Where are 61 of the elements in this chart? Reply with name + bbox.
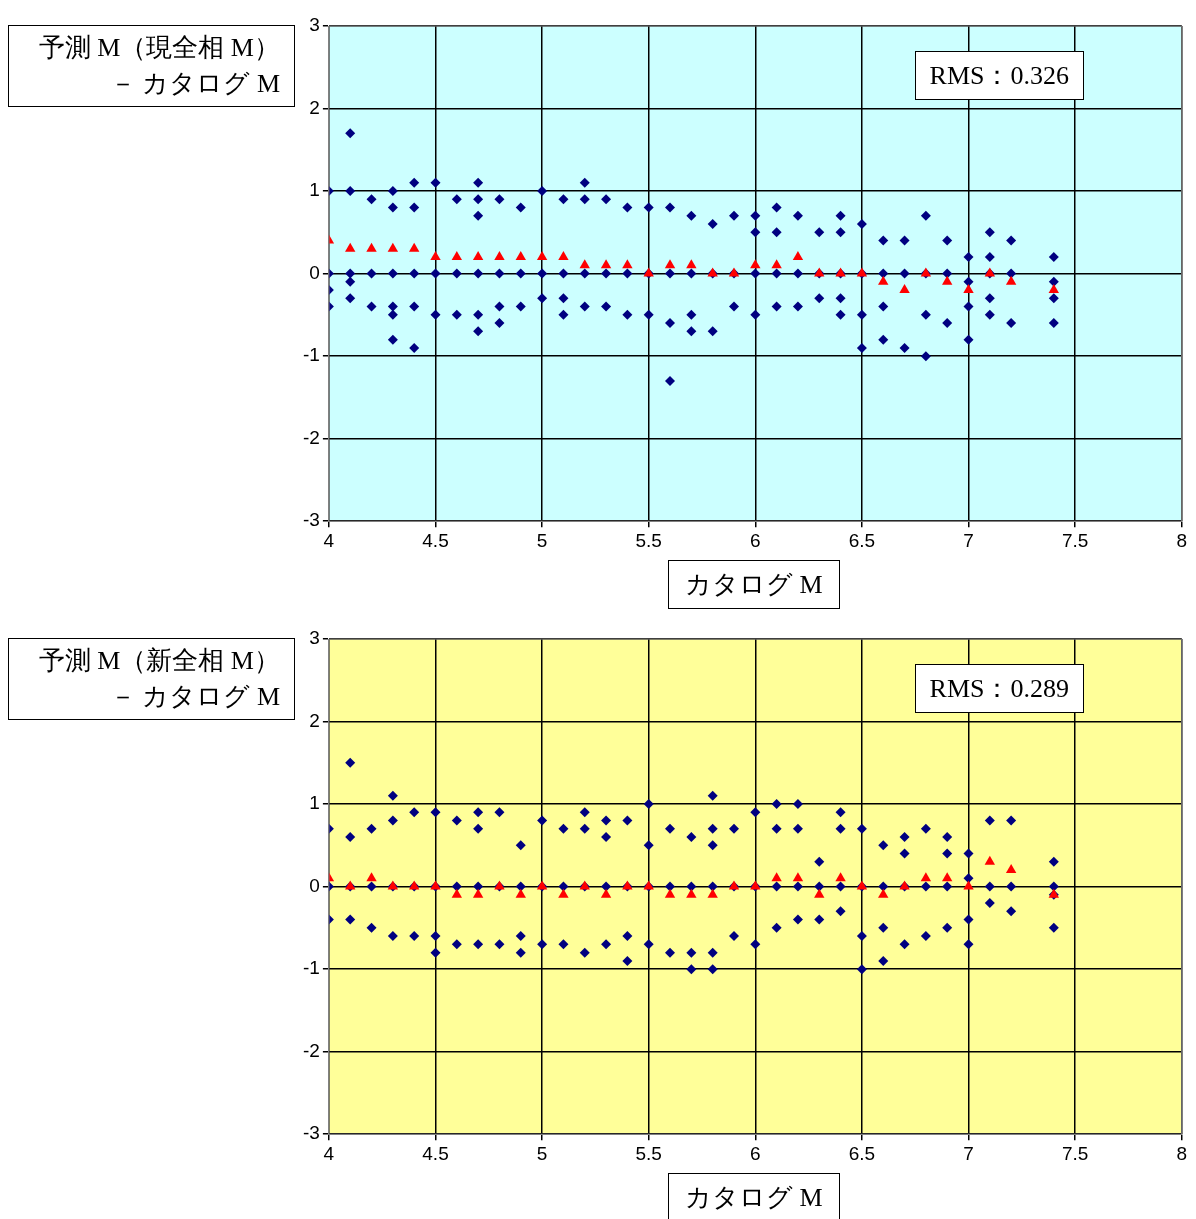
annotation: RMS：0.326	[914, 51, 1084, 100]
point	[515, 251, 526, 261]
y-tick-label: 0	[309, 874, 320, 896]
x-tick-label: 7	[963, 529, 974, 551]
x-tick-label: 7.5	[1061, 1142, 1089, 1164]
y-tick-label: -3	[302, 509, 320, 531]
point	[664, 259, 676, 269]
x-tick-label: 6.5	[848, 529, 876, 551]
x-tick-label: 8	[1176, 529, 1188, 551]
point	[941, 275, 953, 285]
x-axis-title: カタログ M	[668, 1173, 840, 1219]
y-axis-title: 予測 M（現全相 M）－ カタログ M	[8, 25, 295, 107]
x-tick-label: 4.5	[422, 1142, 449, 1164]
x-tick-label: 6.5	[848, 1142, 876, 1164]
y-tick-label: 3	[309, 14, 320, 36]
point	[1005, 275, 1017, 285]
point	[750, 259, 761, 269]
x-tick-label: 5	[536, 529, 548, 551]
y-axis-title: 予測 M（新全相 M）－ カタログ M	[8, 638, 295, 720]
y-tick-label: 3	[309, 627, 320, 649]
point	[792, 251, 804, 261]
point	[536, 251, 548, 261]
x-tick-label: 4	[323, 1142, 335, 1164]
x-axis-title: カタログ M	[668, 560, 840, 609]
x-tick-label: 4.5	[422, 529, 449, 551]
point	[408, 242, 420, 252]
y-tick-label: -2	[302, 426, 320, 448]
x-tick-label: 5.5	[635, 1142, 662, 1164]
point	[494, 251, 505, 261]
point	[579, 259, 590, 269]
y-tick-label: 1	[309, 792, 320, 814]
point	[558, 251, 569, 261]
point	[345, 242, 356, 252]
x-tick-label: 4	[323, 529, 335, 551]
y-tick-label: 1	[309, 179, 320, 201]
y-tick-label: 0	[309, 261, 320, 283]
x-tick-label: 7.5	[1061, 529, 1089, 551]
y-tick-label: -1	[302, 957, 320, 979]
point	[472, 251, 484, 261]
point	[771, 259, 782, 269]
x-tick-label: 6	[750, 529, 761, 551]
point	[1048, 284, 1059, 294]
point	[451, 251, 463, 261]
x-tick-label: 5.5	[635, 529, 662, 551]
x-tick-label: 7	[963, 1142, 974, 1164]
point	[600, 259, 612, 269]
point	[366, 242, 377, 252]
y-tick-label: 2	[309, 96, 320, 118]
point	[430, 251, 441, 261]
annotation: RMS：0.289	[914, 664, 1084, 713]
point	[387, 242, 399, 252]
x-tick-label: 6	[750, 1142, 761, 1164]
y-tick-label: -3	[302, 1122, 320, 1144]
x-tick-label: 5	[536, 1142, 548, 1164]
x-tick-label: 8	[1176, 1142, 1188, 1164]
point	[899, 284, 910, 294]
y-tick-label: -1	[302, 344, 320, 366]
point	[963, 284, 974, 294]
point	[878, 275, 889, 285]
y-tick-label: 2	[309, 709, 320, 731]
y-tick-label: -2	[302, 1039, 320, 1061]
